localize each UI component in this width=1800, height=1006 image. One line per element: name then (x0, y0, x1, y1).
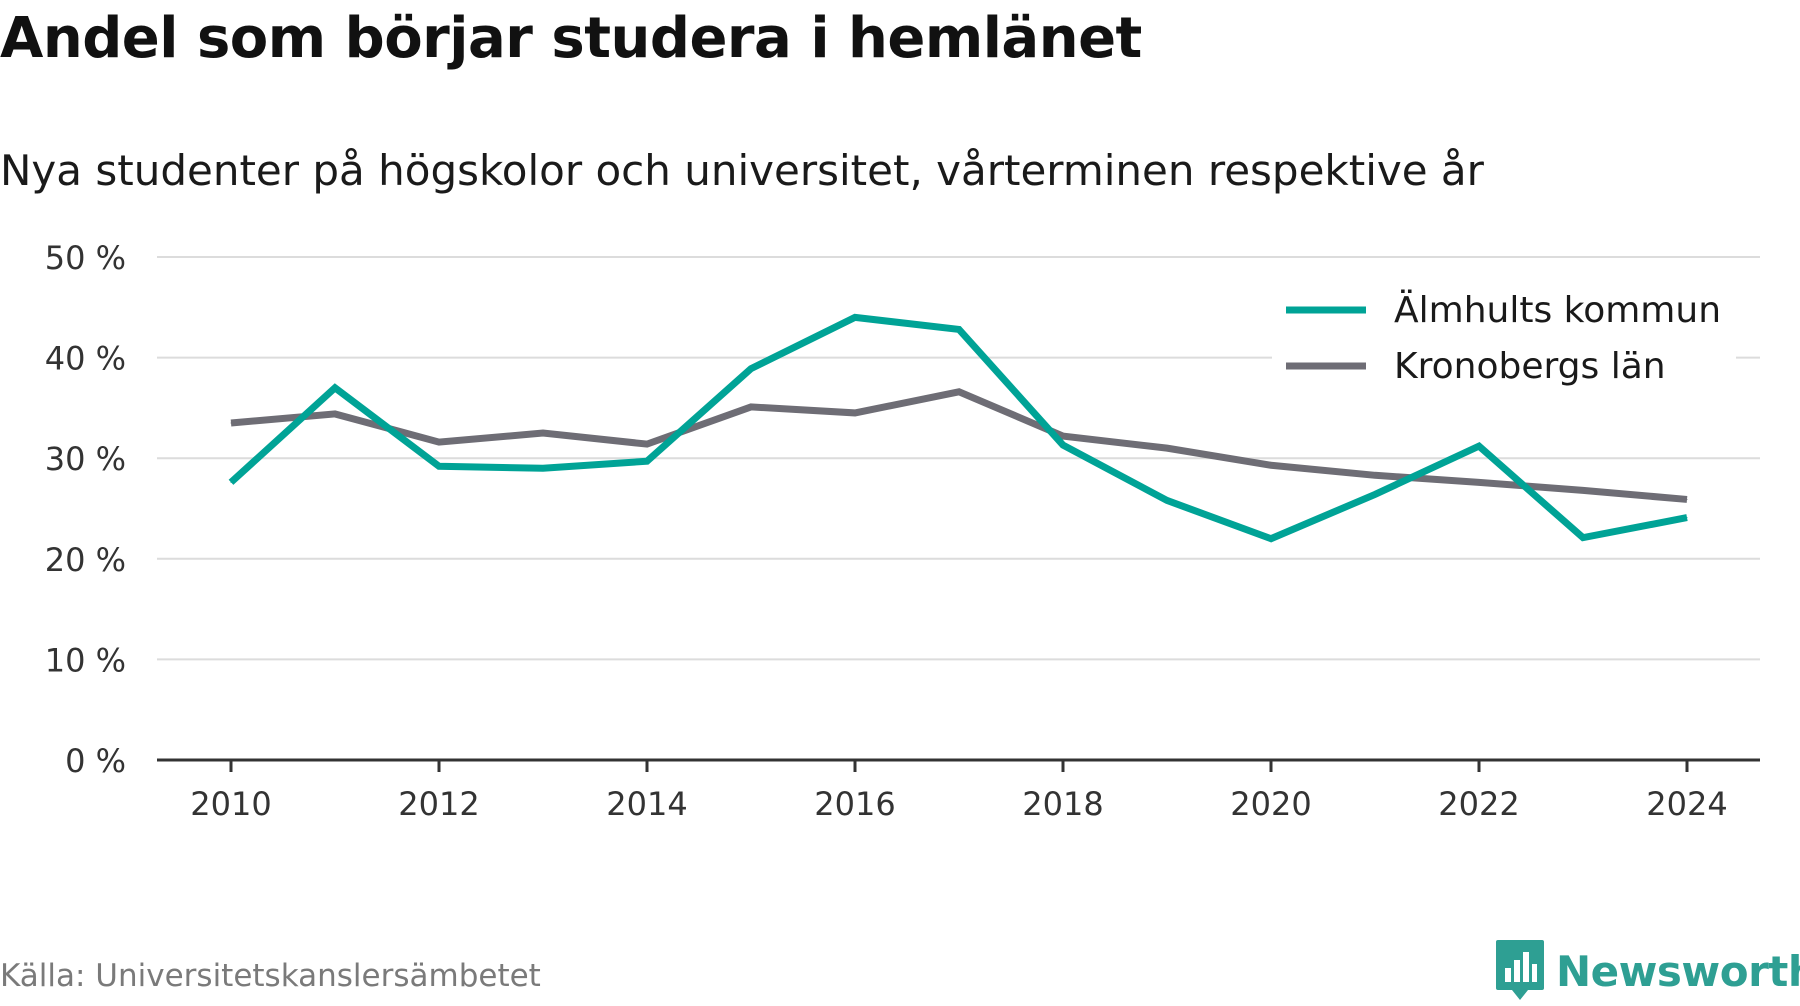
data-point (1478, 481, 1480, 483)
data-point (1582, 489, 1584, 491)
y-tick-label: 40 % (45, 340, 126, 378)
y-tick-label: 50 % (45, 239, 126, 277)
x-tick-label: 2014 (606, 785, 687, 823)
chart-title: Andel som börjar studera i hemlänet (0, 6, 1142, 71)
data-point (854, 412, 856, 414)
data-point (646, 443, 648, 445)
brand-name: Newsworthy (1556, 946, 1800, 996)
y-tick-label: 0 % (65, 742, 126, 780)
line-chart: 0 % 10 % 20 % 30 % 40 % 50 % 2010 2012 2014 2016… (45, 239, 1760, 823)
x-tick-label: 2012 (398, 785, 479, 823)
series-lines (228, 313, 1688, 543)
y-tick-label: 20 % (45, 541, 126, 579)
newsworthy-logo-icon (1496, 940, 1544, 1000)
data-point (542, 432, 544, 434)
x-tick-label: 2018 (1022, 785, 1103, 823)
data-point (230, 422, 232, 424)
data-point (1166, 447, 1168, 449)
x-axis: 2010 2012 2014 2016 2018 2020 2022 2024 (157, 758, 1760, 823)
series-line-almhult (228, 313, 1688, 543)
y-axis-ticks: 0 % 10 % 20 % 30 % 40 % 50 % (45, 239, 126, 780)
x-tick-label: 2022 (1438, 785, 1519, 823)
x-tick-label: 2010 (190, 785, 271, 823)
legend-background (1272, 287, 1736, 395)
legend-label: Kronobergs län (1394, 346, 1666, 387)
legend-label: Älmhults kommun (1394, 289, 1721, 331)
series-line-kronoberg (230, 388, 1688, 503)
x-tick-label: 2016 (814, 785, 895, 823)
brand-logo: Newsworthy (1494, 936, 1800, 1006)
data-point (958, 391, 960, 393)
x-tick-label: 2024 (1646, 785, 1727, 823)
x-tick-label: 2020 (1230, 785, 1311, 823)
chart-subtitle: Nya studenter på högskolor och universit… (0, 146, 1484, 195)
legend: Älmhults kommun Kronobergs län (1272, 287, 1736, 395)
data-point (438, 441, 440, 443)
source-note: Källa: Universitetskanslersämbetet (0, 958, 541, 994)
data-point (750, 406, 752, 408)
y-tick-label: 10 % (45, 641, 126, 679)
data-point (1686, 498, 1688, 500)
data-point (1270, 464, 1272, 466)
data-point (1374, 474, 1376, 476)
data-point (1062, 435, 1064, 437)
y-tick-label: 30 % (45, 440, 126, 478)
data-point (334, 413, 336, 415)
